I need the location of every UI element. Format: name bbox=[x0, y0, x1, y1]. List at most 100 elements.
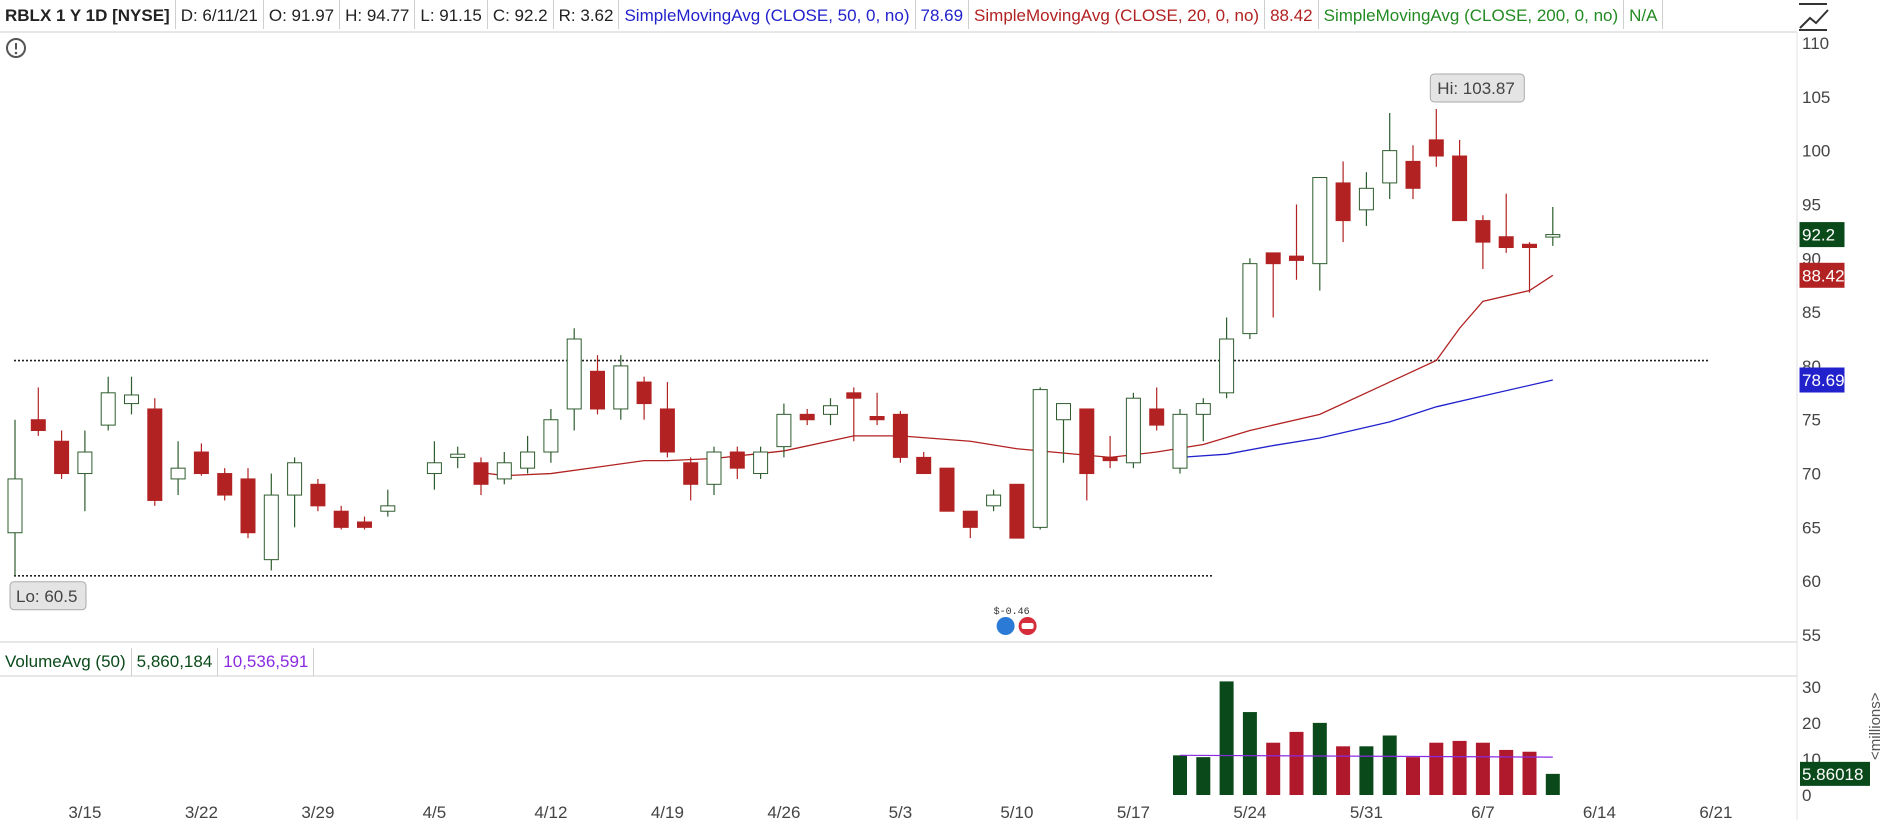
candle-body bbox=[1056, 403, 1071, 421]
last-price-badge: 92.2 bbox=[1802, 226, 1835, 245]
candle-body bbox=[124, 394, 139, 405]
candle-body bbox=[287, 462, 303, 496]
candle-body bbox=[1195, 403, 1211, 415]
sma20-value: 88.42 bbox=[1265, 0, 1319, 29]
candle-body bbox=[1265, 252, 1281, 265]
volume-bar bbox=[1429, 742, 1444, 795]
price-tick-label: 60 bbox=[1802, 572, 1821, 591]
price-tick-label: 110 bbox=[1802, 34, 1829, 53]
candle-body bbox=[357, 521, 372, 528]
open-label: O: 91.97 bbox=[264, 0, 341, 29]
x-tick-label: 3/29 bbox=[301, 803, 334, 820]
range-label: R: 3.62 bbox=[554, 0, 620, 29]
symbol-label[interactable]: RBLX 1 Y 1D [NYSE] bbox=[0, 0, 176, 29]
volume-avg-value: 10,536,591 bbox=[218, 648, 315, 676]
volume-last-badge: 5.86018 bbox=[1802, 765, 1863, 784]
sma200-value: N/A bbox=[1624, 0, 1664, 29]
volume-bar bbox=[1242, 712, 1257, 795]
candle-body bbox=[683, 462, 699, 485]
sma20-study-label[interactable]: SimpleMovingAvg (CLOSE, 20, 0, no) bbox=[969, 0, 1266, 29]
candle-body bbox=[1522, 243, 1537, 249]
candle-body bbox=[1545, 234, 1561, 238]
x-tick-label: 6/14 bbox=[1583, 803, 1616, 820]
sma200-study-label[interactable]: SimpleMovingAvg (CLOSE, 200, 0, no) bbox=[1319, 0, 1625, 29]
high-label: H: 94.77 bbox=[340, 0, 416, 29]
chart-header: RBLX 1 Y 1D [NYSE] D: 6/11/21 O: 91.97 H… bbox=[0, 0, 1664, 32]
earnings-label: $-0.46 bbox=[994, 606, 1030, 618]
drawing-tool-icon[interactable] bbox=[1797, 2, 1831, 32]
sma20-badge-box bbox=[1799, 262, 1845, 288]
candle-body bbox=[1405, 160, 1421, 189]
candle-body bbox=[240, 478, 256, 534]
last-price-badge-box bbox=[1799, 222, 1845, 248]
candle-body bbox=[543, 419, 559, 453]
volume-bar bbox=[1382, 735, 1397, 795]
phone-glyph bbox=[1021, 623, 1034, 629]
x-tick-label: 6/7 bbox=[1471, 803, 1495, 820]
candle-body bbox=[962, 510, 978, 528]
volume-bar bbox=[1406, 757, 1420, 795]
x-tick-label: 3/15 bbox=[68, 803, 101, 820]
volume-header: VolumeAvg (50) 5,860,184 10,536,591 bbox=[0, 648, 315, 676]
candle-body bbox=[869, 415, 885, 421]
price-tick-label: 70 bbox=[1802, 465, 1821, 484]
close-label: C: 92.2 bbox=[488, 0, 554, 29]
candle-body bbox=[1219, 338, 1235, 394]
candle-body bbox=[496, 462, 512, 480]
candle-body bbox=[450, 453, 466, 458]
candle-body bbox=[520, 451, 536, 469]
price-tick-label: 75 bbox=[1802, 411, 1821, 430]
sma20-badge: 88.42 bbox=[1802, 266, 1845, 285]
volume-bar bbox=[1336, 746, 1351, 795]
sma50-line bbox=[1179, 379, 1553, 459]
x-tick-label: 4/5 bbox=[423, 803, 447, 820]
x-tick-label: 5/17 bbox=[1117, 803, 1150, 820]
volume-bar bbox=[1499, 749, 1514, 795]
candle-body bbox=[7, 478, 23, 534]
date-label: D: 6/11/21 bbox=[176, 0, 264, 29]
volume-unit-label: <millions> bbox=[1867, 692, 1884, 760]
candle-body bbox=[426, 462, 442, 475]
volume-bar bbox=[1475, 742, 1490, 795]
price-tick-label: 55 bbox=[1802, 626, 1821, 645]
sma50-badge: 78.69 bbox=[1802, 371, 1845, 390]
x-tick-label: 6/21 bbox=[1699, 803, 1732, 820]
lo-label-box bbox=[9, 581, 87, 611]
candle-body bbox=[729, 451, 745, 469]
lo-label: Lo: 60.5 bbox=[16, 587, 77, 606]
candle-body bbox=[54, 440, 70, 475]
volume-bar bbox=[1266, 742, 1281, 795]
volume-value: 5,860,184 bbox=[132, 648, 219, 676]
candle-body bbox=[1312, 177, 1328, 265]
candle-body bbox=[1475, 220, 1491, 243]
volume-tick-label: 10 bbox=[1802, 750, 1821, 769]
candle-body bbox=[753, 451, 769, 475]
x-tick-label: 4/19 bbox=[651, 803, 684, 820]
price-tick-label: 80 bbox=[1802, 357, 1821, 376]
candle-body bbox=[892, 413, 908, 458]
candle-body bbox=[380, 505, 396, 512]
earnings-bulb-icon bbox=[996, 617, 1015, 635]
candle-body bbox=[613, 365, 629, 410]
candle-body bbox=[310, 483, 326, 507]
volume-study-label[interactable]: VolumeAvg (50) bbox=[0, 648, 132, 676]
candle-body bbox=[333, 510, 349, 528]
candle-body bbox=[1428, 139, 1444, 157]
sma20-line bbox=[480, 274, 1554, 477]
x-tick-label: 5/24 bbox=[1233, 803, 1266, 820]
sma50-study-label[interactable]: SimpleMovingAvg (CLOSE, 50, 0, no) bbox=[619, 0, 916, 29]
candle-body bbox=[776, 413, 792, 448]
candle-body bbox=[217, 473, 233, 496]
candle-body bbox=[799, 413, 815, 421]
candle-body bbox=[473, 462, 489, 485]
volume-bar bbox=[1196, 757, 1211, 795]
volume-bar bbox=[1289, 731, 1304, 795]
candle-body bbox=[823, 405, 838, 415]
price-tick-label: 90 bbox=[1802, 249, 1821, 268]
candle-body bbox=[939, 467, 955, 512]
hi-label: Hi: 103.87 bbox=[1437, 79, 1515, 98]
volume-tick-label: 30 bbox=[1802, 678, 1821, 697]
volume-bar bbox=[1173, 755, 1187, 795]
alert-icon[interactable] bbox=[5, 37, 27, 59]
